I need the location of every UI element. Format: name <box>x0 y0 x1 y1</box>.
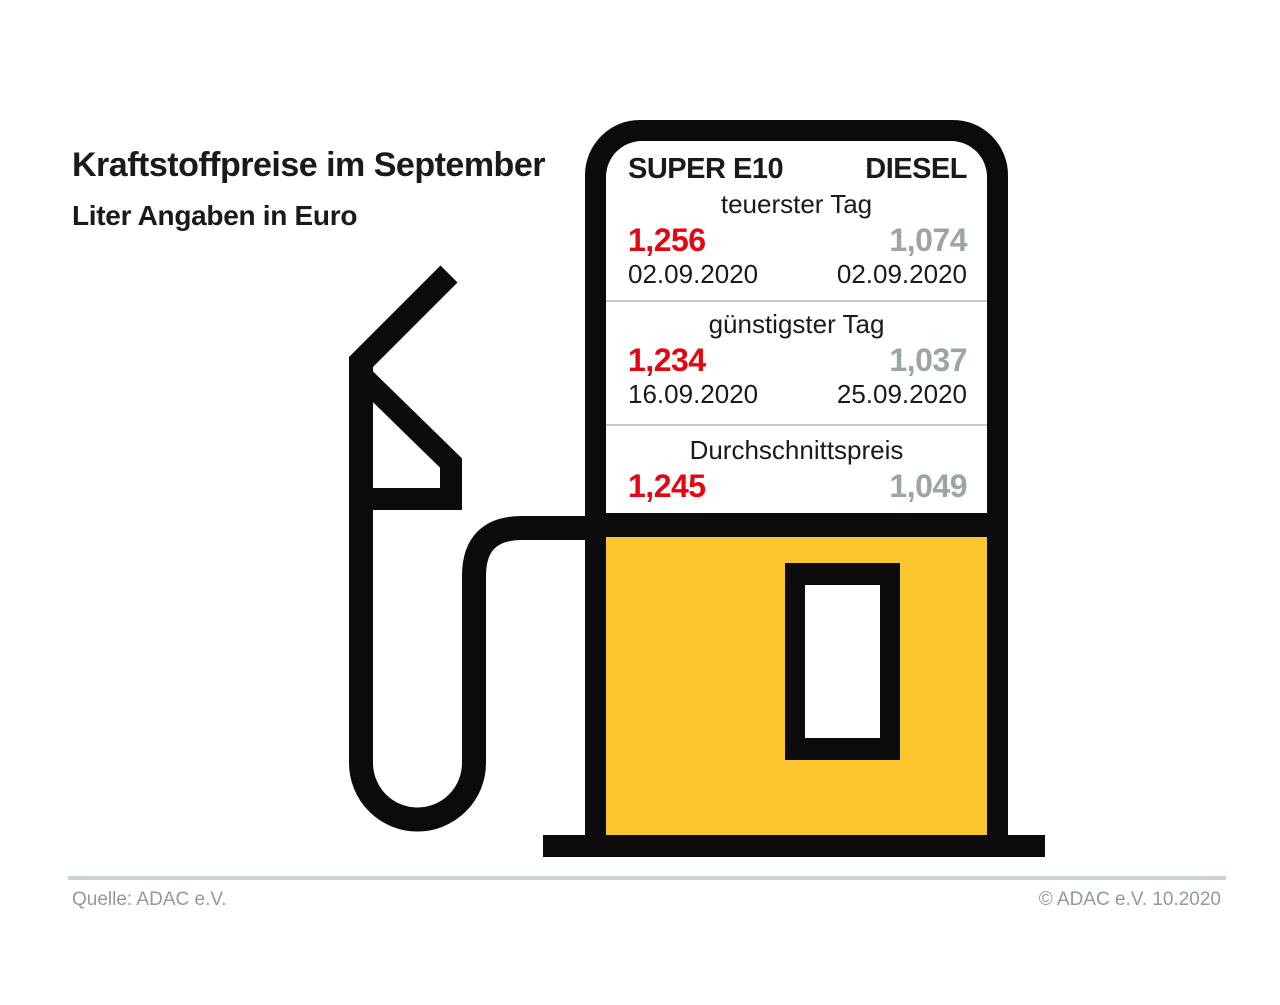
section-most-expensive-day: teuerster Tag 1,256 1,074 02.09.2020 02.… <box>606 190 987 288</box>
super-e10-date: 16.09.2020 <box>628 379 759 409</box>
display-divider <box>606 424 987 426</box>
diesel-price: 1,074 <box>889 222 967 258</box>
section-label: günstigster Tag <box>708 309 885 339</box>
super-e10-price: 1,256 <box>628 222 706 258</box>
section-cheapest-day: günstigster Tag 1,234 1,037 16.09.2020 2… <box>606 310 987 408</box>
section-values: 1,256 1,074 <box>606 224 987 256</box>
diesel-price: 1,037 <box>889 342 967 378</box>
column-header-diesel: DIESEL <box>865 153 967 185</box>
pump-price-display: SUPER E10 DIESEL teuerster Tag 1,256 1,0… <box>606 141 987 513</box>
pump-mid-band <box>606 513 987 537</box>
section-label: Durchschnittspreis <box>689 435 904 465</box>
display-divider <box>606 300 987 302</box>
footer-divider-line <box>68 876 1226 880</box>
copyright-notice: © ADAC e.V. 10.2020 <box>1038 889 1221 910</box>
super-e10-price: 1,245 <box>628 468 706 504</box>
title-block: Kraftstoffpreise im September Liter Anga… <box>72 146 545 232</box>
nozzle-holster-inner <box>805 585 880 738</box>
source-credit: Quelle: ADAC e.V. <box>72 889 227 910</box>
section-dates: 02.09.2020 02.09.2020 <box>606 260 987 288</box>
super-e10-date: 02.09.2020 <box>628 259 759 289</box>
section-values: 1,234 1,037 <box>606 344 987 376</box>
display-column-headers: SUPER E10 DIESEL <box>606 141 987 185</box>
page-title: Kraftstoffpreise im September <box>72 146 545 184</box>
fuel-pump-illustration <box>349 120 1045 857</box>
section-dates: 16.09.2020 25.09.2020 <box>606 380 987 408</box>
section-average-price: Durchschnittspreis 1,245 1,049 <box>606 436 987 502</box>
section-values: 1,245 1,049 <box>606 470 987 502</box>
diesel-price: 1,049 <box>889 468 967 504</box>
section-label: teuerster Tag <box>720 189 873 219</box>
diesel-date: 02.09.2020 <box>836 259 967 289</box>
column-header-super-e10: SUPER E10 <box>628 153 784 185</box>
diesel-date: 25.09.2020 <box>836 379 967 409</box>
page-subtitle: Liter Angaben in Euro <box>72 200 358 231</box>
nozzle-handle-icon <box>352 371 462 510</box>
pump-hose-and-spout-icon <box>349 265 596 832</box>
super-e10-price: 1,234 <box>628 342 706 378</box>
pump-base <box>543 835 1045 857</box>
